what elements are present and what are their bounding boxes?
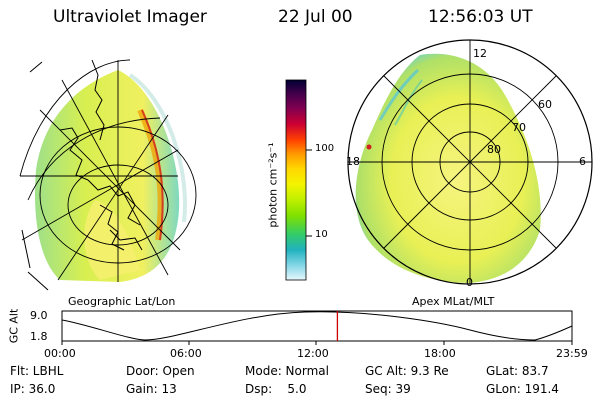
status-glat: GLat: 83.7: [486, 365, 549, 377]
colorbar-unit-label: photon cm⁻²s⁻¹: [268, 142, 279, 227]
mlat-label-60: 60: [538, 99, 552, 110]
status-mode: Mode: Normal: [245, 365, 329, 377]
orbit-xtick-0000: 00:00: [44, 348, 76, 359]
status-door: Door: Open: [126, 365, 195, 377]
orbit-ylabel: GC Alt: [9, 309, 20, 344]
colorbar: [286, 80, 312, 280]
orbit-ytick-9: 9.0: [30, 310, 48, 321]
polar-mlat-mlt-panel: [348, 40, 592, 284]
orbit-xtick-0600: 06:00: [170, 348, 202, 359]
orbit-xtick-1200: 12:00: [297, 348, 329, 359]
orbit-xtick-2359: 23:59: [556, 348, 588, 359]
geographic-image-panel: [20, 60, 196, 290]
mlt-label-18: 18: [346, 156, 360, 167]
orbit-altitude-plot: [62, 311, 572, 345]
status-gain: Gain: 13: [126, 383, 177, 395]
mlt-label-0: 0: [466, 277, 473, 288]
orbit-plot-frame: [62, 311, 572, 341]
mlat-label-80: 80: [487, 144, 501, 155]
left-panel-label: Geographic Lat/Lon: [68, 296, 175, 307]
status-filter: Flt: LBHL: [10, 365, 63, 377]
status-dsp: Dsp: 5.0: [245, 383, 307, 395]
colorbar-label-100: 100: [315, 144, 334, 154]
status-gc-alt: GC Alt: 9.3 Re: [365, 365, 449, 377]
orbit-x-ticks: [62, 341, 572, 345]
mlat-label-70: 70: [512, 122, 526, 133]
right-panel-label: Apex MLat/MLT: [412, 296, 494, 307]
status-ip: IP: 36.0: [10, 383, 55, 395]
orbit-ytick-1-8: 1.8: [30, 331, 48, 342]
mlt-label-6: 6: [579, 156, 586, 167]
orbit-xtick-1800: 18:00: [424, 348, 456, 359]
hotspot-marker: [367, 145, 372, 150]
status-glon: GLon: 191.4: [486, 383, 559, 395]
mlt-label-12: 12: [473, 48, 487, 59]
colorbar-gradient: [286, 80, 306, 280]
polar-grid: [348, 40, 592, 284]
status-seq: Seq: 39: [365, 383, 411, 395]
orbit-altitude-curve: [62, 312, 572, 340]
colorbar-label-10: 10: [315, 230, 328, 240]
